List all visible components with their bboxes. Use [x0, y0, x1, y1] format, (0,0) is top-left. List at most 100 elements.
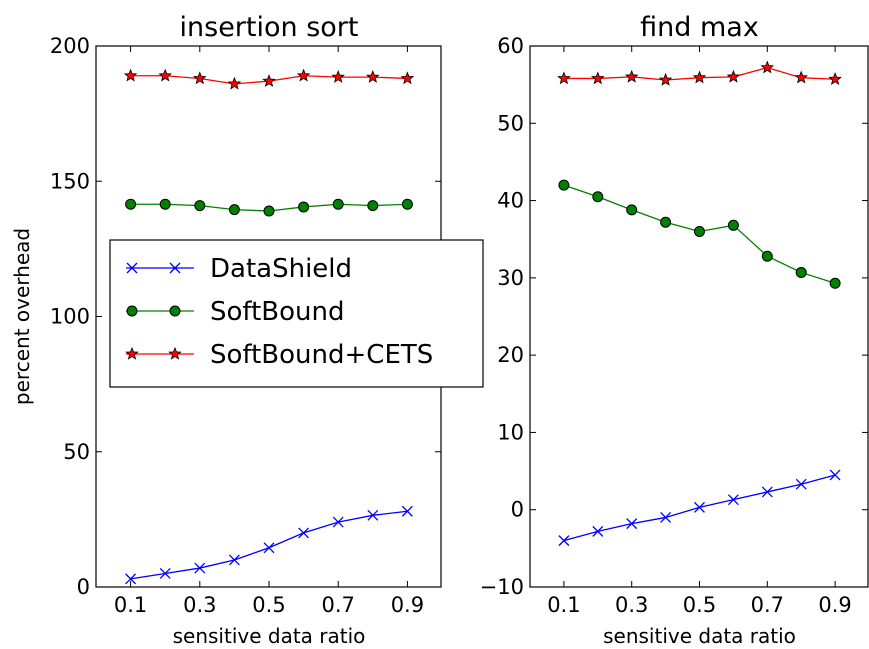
legend-item: SoftBound	[126, 297, 345, 327]
data-point	[727, 219, 739, 231]
legend-marker	[126, 262, 138, 274]
x-axis-label: sensitive data ratio	[603, 624, 796, 645]
data-point	[558, 179, 570, 191]
series-softbound	[558, 179, 841, 289]
legend-item: DataShield	[126, 254, 352, 284]
data-point	[591, 71, 605, 85]
data-point	[332, 198, 344, 210]
chart-panel-1: insertion sort 0 50 100 150 200 0.1 0.3 0.5 0.7 0.…	[10, 12, 442, 648]
x-tick-label: 0.9	[391, 593, 424, 617]
data-point	[795, 266, 807, 278]
data-point	[367, 200, 379, 212]
data-point	[366, 70, 380, 83]
series-datashield	[558, 469, 841, 547]
data-point	[558, 535, 570, 547]
data-point	[694, 501, 705, 513]
data-point	[263, 542, 275, 554]
data-point	[557, 71, 571, 85]
data-point-stroke-b	[660, 511, 672, 523]
data-point	[761, 250, 773, 262]
y-tick-label: 30	[497, 266, 524, 290]
legend-label: SoftBound+CETS	[210, 340, 433, 370]
data-point	[262, 74, 276, 87]
y-tick-label: 0	[511, 498, 524, 522]
data-point-stroke-b	[592, 525, 604, 537]
legend-marker	[169, 262, 181, 274]
y-tick-label: −10	[480, 575, 524, 599]
data-point	[158, 68, 172, 82]
legend-label: DataShield	[210, 254, 352, 284]
data-point	[159, 198, 171, 210]
data-point-stroke-b	[367, 509, 379, 521]
data-point-stroke-b	[761, 486, 773, 498]
data-point-stroke-b	[626, 518, 638, 530]
legend-marker-stroke-b	[126, 262, 138, 274]
y-axis-label: percent overhead	[10, 228, 34, 405]
y-tick-label: 200	[50, 34, 90, 58]
data-point	[626, 518, 638, 530]
legend-marker	[126, 305, 138, 317]
chart-title: insertion sort	[180, 12, 359, 43]
data-point-stroke-b	[298, 527, 310, 539]
data-point	[125, 573, 137, 585]
y-tick-label: 100	[50, 305, 90, 329]
data-point	[296, 68, 311, 82]
data-point-stroke-b	[401, 505, 413, 517]
y-tick-label: 150	[50, 169, 90, 193]
x-tick-label: 0.5	[683, 593, 716, 617]
legend-marker	[169, 305, 181, 317]
data-point	[660, 216, 672, 228]
data-point	[193, 71, 207, 85]
plot-frame	[529, 45, 869, 588]
x-axis-label: sensitive data ratio	[173, 624, 366, 645]
x-tick-label: 0.1	[114, 593, 147, 617]
data-point	[298, 201, 310, 213]
data-point	[694, 225, 705, 237]
x-tick-label: 0.3	[183, 593, 216, 617]
data-point-stroke-b	[332, 516, 344, 528]
data-point-stroke-b	[159, 568, 171, 579]
data-point-stroke-b	[263, 542, 275, 554]
data-point-stroke-b	[125, 573, 137, 585]
legend: DataShield SoftBound SoftBound+CETS	[109, 239, 484, 388]
series-softbound-cets	[557, 60, 842, 86]
data-point	[761, 486, 773, 498]
data-point-stroke-b	[194, 562, 206, 574]
data-point	[727, 494, 739, 506]
data-point-stroke-b	[228, 554, 240, 566]
data-point	[592, 191, 604, 203]
data-point	[828, 72, 842, 85]
data-point-stroke-b	[727, 494, 739, 506]
data-point	[227, 76, 242, 90]
data-point-stroke-b	[829, 469, 841, 481]
data-point	[228, 204, 240, 216]
data-point	[331, 70, 345, 83]
x-tick-label: 0.5	[252, 593, 285, 617]
x-tick-label: 0.3	[615, 593, 648, 617]
data-point	[592, 525, 604, 537]
data-point	[263, 205, 275, 217]
data-point	[658, 72, 673, 86]
data-point-stroke-b	[694, 501, 705, 513]
data-point	[794, 70, 808, 84]
y-tick-label: 40	[497, 189, 524, 213]
series-datashield	[125, 505, 413, 585]
legend-item: SoftBound+CETS	[125, 340, 433, 370]
data-point	[367, 509, 379, 521]
data-point	[194, 200, 206, 212]
legend-marker-stroke-b	[169, 262, 181, 274]
data-point	[123, 68, 138, 82]
series-softbound-cets	[123, 68, 415, 90]
series-line	[130, 510, 408, 580]
data-point	[194, 562, 206, 574]
data-point	[626, 204, 638, 216]
y-tick-label: 10	[497, 420, 524, 444]
legend-marker	[168, 346, 182, 360]
data-point	[624, 69, 639, 83]
data-point	[298, 527, 310, 539]
data-point	[401, 198, 413, 210]
data-point	[159, 568, 171, 579]
data-point	[125, 198, 137, 210]
